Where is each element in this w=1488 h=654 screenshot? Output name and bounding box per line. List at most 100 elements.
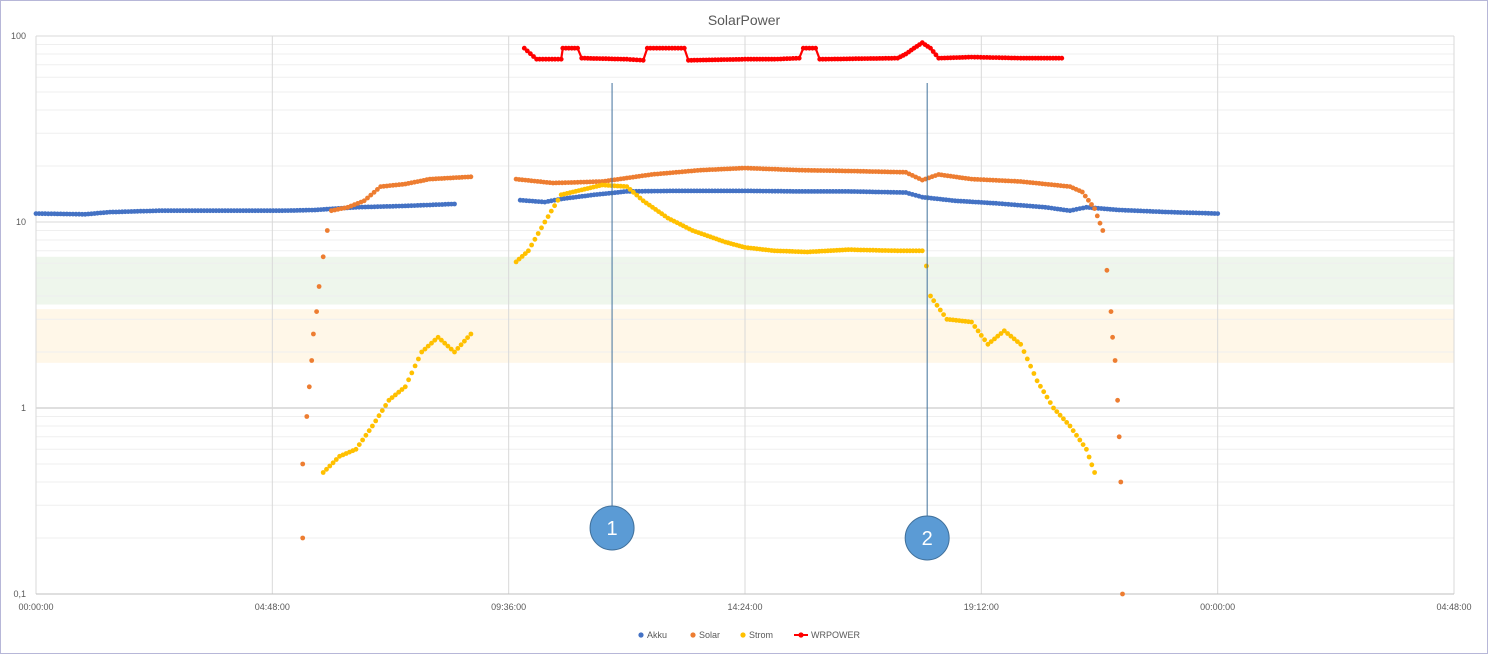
data-point xyxy=(389,395,395,400)
data-point xyxy=(311,331,316,337)
data-point xyxy=(522,251,528,256)
data-point xyxy=(1031,371,1037,376)
data-point xyxy=(452,201,457,207)
x-tick-label: 00:00:00 xyxy=(18,602,53,612)
data-point xyxy=(1094,213,1100,219)
data-point xyxy=(425,343,431,349)
data-point xyxy=(931,298,937,304)
data-point xyxy=(1112,358,1118,363)
legend-marker xyxy=(740,632,746,638)
data-point xyxy=(379,408,385,413)
data-point xyxy=(972,324,978,329)
data-point xyxy=(375,187,380,192)
data-point xyxy=(1038,383,1043,389)
data-point xyxy=(409,370,415,376)
chart-title: SolarPower xyxy=(708,12,781,28)
callout-label: 2 xyxy=(922,528,933,550)
data-point xyxy=(361,198,367,204)
data-point xyxy=(627,187,633,192)
data-point xyxy=(396,389,402,395)
data-point xyxy=(399,387,405,392)
data-point xyxy=(552,203,557,209)
data-point xyxy=(1104,267,1110,273)
data-point xyxy=(982,337,987,343)
axes: 00:00:00 04:48:00 09:36:00 14:24:00 19:12:00… xyxy=(11,31,1472,612)
data-point xyxy=(1064,420,1070,425)
data-point xyxy=(1054,409,1060,414)
legend-marker xyxy=(798,632,804,638)
data-point xyxy=(924,263,929,269)
callout-circle xyxy=(904,515,950,561)
series-wrpower xyxy=(521,40,1065,63)
data-point xyxy=(535,231,541,236)
data-point xyxy=(327,463,333,469)
series-strom xyxy=(320,182,1097,475)
series-solar xyxy=(300,165,1125,597)
data-point xyxy=(1097,220,1103,226)
legend-label: Solar xyxy=(699,630,720,640)
data-point xyxy=(1070,428,1076,434)
legend: Akku Solar Strom WRPOWER xyxy=(638,630,860,640)
data-point xyxy=(1051,405,1056,411)
data-point xyxy=(1041,389,1047,395)
data-point xyxy=(320,470,326,475)
data-point xyxy=(640,57,646,63)
data-point xyxy=(1034,378,1040,384)
data-point xyxy=(681,45,687,51)
x-tick-label: 00:00:00 xyxy=(1200,602,1235,612)
data-point xyxy=(637,195,643,201)
data-point xyxy=(324,228,330,233)
data-point xyxy=(1110,334,1115,340)
data-point xyxy=(353,446,359,452)
data-point xyxy=(1067,423,1073,429)
data-point xyxy=(448,346,454,352)
data-point xyxy=(429,340,434,346)
data-point xyxy=(442,340,448,346)
data-point xyxy=(992,336,997,342)
data-point xyxy=(1118,479,1124,485)
data-point xyxy=(300,461,306,467)
data-point xyxy=(1059,55,1065,61)
data-point xyxy=(1120,591,1125,597)
data-point xyxy=(524,48,530,54)
data-point xyxy=(813,45,818,51)
data-point xyxy=(422,346,428,352)
x-tick-label: 19:12:00 xyxy=(964,602,999,612)
data-point xyxy=(468,331,474,337)
data-point xyxy=(1092,206,1097,212)
data-point xyxy=(455,346,461,351)
data-point xyxy=(306,384,312,390)
data-point xyxy=(439,337,444,343)
data-point xyxy=(1086,197,1091,203)
data-point xyxy=(406,377,411,383)
data-point xyxy=(1024,356,1030,362)
data-point xyxy=(542,219,548,225)
data-point xyxy=(412,363,418,369)
data-point xyxy=(324,466,329,472)
data-point xyxy=(309,358,315,363)
data-point xyxy=(796,55,802,61)
data-point xyxy=(933,52,939,58)
data-point xyxy=(937,307,943,313)
data-point xyxy=(465,335,470,340)
data-point xyxy=(304,414,310,419)
data-point xyxy=(316,284,322,289)
data-point xyxy=(528,51,533,57)
plot-series xyxy=(33,40,1221,597)
data-point xyxy=(393,392,398,398)
data-point xyxy=(624,184,630,190)
data-point xyxy=(1082,193,1088,199)
y-tick-label: 100 xyxy=(11,31,26,41)
data-point xyxy=(978,333,984,338)
data-point xyxy=(458,342,464,348)
data-point xyxy=(988,339,994,344)
data-point xyxy=(545,214,551,220)
data-point xyxy=(519,254,525,259)
data-point xyxy=(1092,470,1097,475)
data-point xyxy=(1116,434,1122,440)
data-point xyxy=(363,432,369,438)
data-point xyxy=(360,437,365,443)
data-point xyxy=(526,248,531,254)
data-point xyxy=(555,197,561,203)
